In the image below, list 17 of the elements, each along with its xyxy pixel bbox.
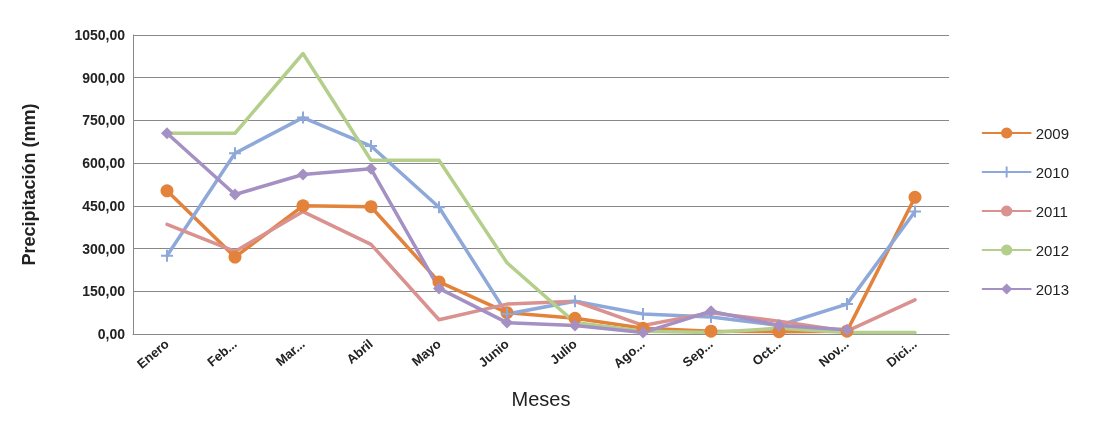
legend-label: 2009 bbox=[1035, 124, 1070, 142]
y-tick-label: 300,00 bbox=[82, 240, 126, 257]
y-tick-label: 150,00 bbox=[82, 283, 126, 300]
y-tick-label: 600,00 bbox=[82, 155, 126, 172]
x-tick-label: Oct... bbox=[749, 336, 784, 369]
y-axis-title: Precipitación (mm) bbox=[19, 103, 39, 266]
x-axis-title: Meses bbox=[511, 388, 571, 410]
y-tick-label: 1050,00 bbox=[74, 27, 126, 43]
y-tick-label: 750,00 bbox=[82, 112, 126, 129]
x-tick-label: Mar... bbox=[272, 336, 308, 370]
y-tick-label: 900,00 bbox=[82, 69, 126, 86]
legend-label: 2010 bbox=[1035, 163, 1070, 181]
legend-label: 2011 bbox=[1035, 202, 1068, 220]
y-tick-label: 0,00 bbox=[97, 326, 126, 342]
legend-label: 2013 bbox=[1035, 280, 1070, 298]
y-tick-label: 450,00 bbox=[82, 197, 126, 214]
legend-label: 2012 bbox=[1035, 241, 1070, 259]
